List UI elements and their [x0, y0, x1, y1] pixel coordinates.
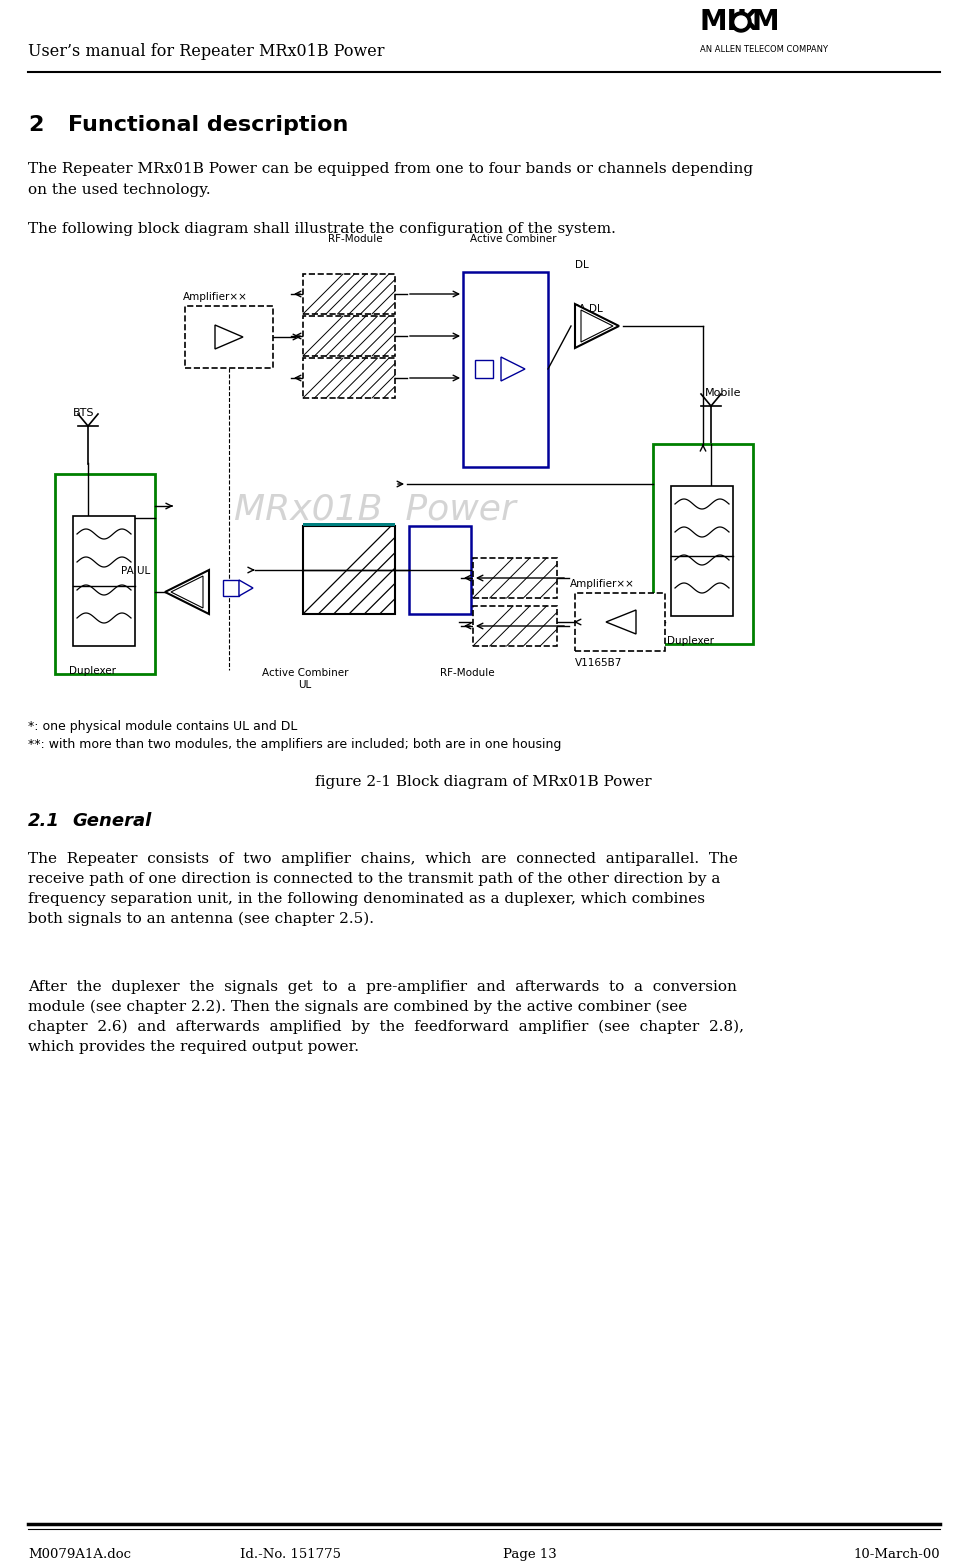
Text: The following block diagram shall illustrate the configuration of the system.: The following block diagram shall illust…	[28, 222, 616, 236]
Text: frequency separation unit, in the following denominated as a duplexer, which com: frequency separation unit, in the follow…	[28, 893, 705, 907]
Text: 2: 2	[28, 114, 44, 135]
Bar	[55, 474, 155, 673]
Bar	[303, 316, 395, 355]
Bar	[671, 485, 733, 615]
Bar	[303, 523, 395, 526]
Bar	[653, 445, 753, 644]
Text: M0079A1A.doc: M0079A1A.doc	[28, 1549, 131, 1561]
Polygon shape	[581, 310, 613, 341]
Text: After  the  duplexer  the  signals  get  to  a  pre-amplifier  and  afterwards  : After the duplexer the signals get to a …	[28, 980, 737, 994]
Text: Active Combiner: Active Combiner	[262, 669, 348, 678]
Text: DL: DL	[575, 260, 589, 269]
Text: MRx01B  Power: MRx01B Power	[234, 493, 516, 528]
Polygon shape	[239, 579, 253, 597]
Text: PA DL: PA DL	[573, 304, 602, 315]
Polygon shape	[165, 570, 209, 614]
Text: V1165B7: V1165B7	[575, 658, 623, 669]
Polygon shape	[171, 576, 203, 608]
Text: General: General	[72, 813, 151, 830]
Circle shape	[731, 13, 751, 31]
Text: module (see chapter 2.2). Then the signals are combined by the active combiner (: module (see chapter 2.2). Then the signa…	[28, 1001, 688, 1015]
Text: Page 13: Page 13	[503, 1549, 557, 1561]
Text: Amplifier××: Amplifier××	[570, 579, 635, 589]
Text: RF-Module: RF-Module	[440, 669, 494, 678]
Text: which provides the required output power.: which provides the required output power…	[28, 1040, 359, 1054]
Text: **: with more than two modules, the amplifiers are included; both are in one hou: **: with more than two modules, the ampl…	[28, 738, 562, 752]
Text: Active Combiner: Active Combiner	[470, 233, 556, 244]
Circle shape	[735, 16, 747, 28]
Bar	[185, 305, 273, 368]
Text: AN ALLEN TELECOM COMPANY: AN ALLEN TELECOM COMPANY	[700, 45, 828, 55]
Polygon shape	[575, 304, 619, 348]
Polygon shape	[501, 357, 525, 381]
Text: M: M	[751, 8, 778, 36]
Text: The Repeater MRx01B Power can be equipped from one to four bands or channels dep: The Repeater MRx01B Power can be equippe…	[28, 161, 753, 175]
Bar	[473, 606, 557, 647]
Bar	[463, 272, 548, 467]
Text: 2.1: 2.1	[28, 813, 60, 830]
Text: PA UL: PA UL	[121, 565, 150, 576]
Text: Mobile: Mobile	[705, 388, 742, 398]
Text: figure 2-1 Block diagram of MRx01B Power: figure 2-1 Block diagram of MRx01B Power	[314, 775, 652, 789]
Bar	[475, 360, 493, 377]
Text: User’s manual for Repeater MRx01B Power: User’s manual for Repeater MRx01B Power	[28, 44, 385, 61]
Text: both signals to an antenna (see chapter 2.5).: both signals to an antenna (see chapter …	[28, 911, 374, 927]
Text: UL: UL	[299, 680, 311, 691]
Bar	[73, 517, 135, 647]
Text: Id.-No. 151775: Id.-No. 151775	[240, 1549, 340, 1561]
Bar	[409, 526, 471, 614]
Bar	[575, 594, 665, 651]
Text: RF-Module: RF-Module	[328, 233, 382, 244]
Text: MIK: MIK	[700, 8, 759, 36]
Text: *: one physical module contains UL and DL: *: one physical module contains UL and D…	[28, 720, 298, 733]
Text: receive path of one direction is connected to the transmit path of the other dir: receive path of one direction is connect…	[28, 872, 720, 886]
Text: chapter  2.6)  and  afterwards  amplified  by  the  feedforward  amplifier  (see: chapter 2.6) and afterwards amplified by…	[28, 1019, 744, 1035]
Text: Duplexer: Duplexer	[69, 666, 116, 677]
Bar	[303, 359, 395, 398]
Text: Functional description: Functional description	[68, 114, 348, 135]
Polygon shape	[215, 326, 243, 349]
Bar	[303, 526, 395, 614]
Bar	[223, 579, 239, 597]
Text: Amplifier××: Amplifier××	[183, 291, 248, 302]
Text: Duplexer: Duplexer	[667, 636, 714, 647]
Text: on the used technology.: on the used technology.	[28, 183, 211, 197]
Text: 10-March-00: 10-March-00	[853, 1549, 940, 1561]
Bar	[473, 557, 557, 598]
Text: BTS: BTS	[73, 409, 95, 418]
Polygon shape	[606, 611, 636, 634]
Text: The  Repeater  consists  of  two  amplifier  chains,  which  are  connected  ant: The Repeater consists of two amplifier c…	[28, 852, 738, 866]
Bar	[303, 274, 395, 315]
